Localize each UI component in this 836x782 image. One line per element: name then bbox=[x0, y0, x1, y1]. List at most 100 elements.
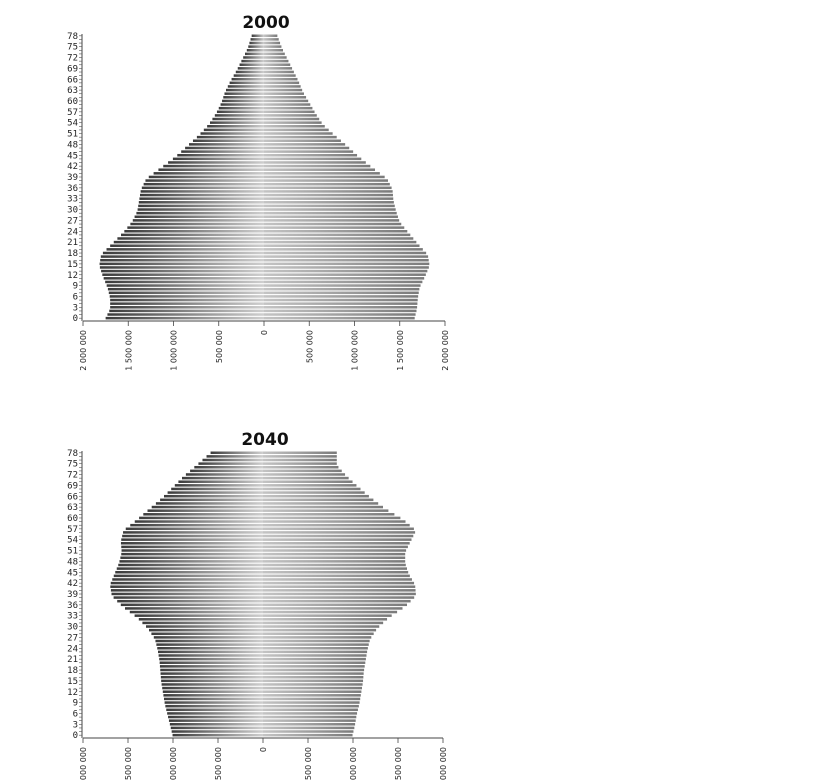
bar-left-age-10 bbox=[164, 697, 263, 701]
bar-right-age-20 bbox=[264, 244, 420, 247]
bar-left-age-77 bbox=[206, 455, 263, 458]
y-tick-label: 36 bbox=[67, 184, 78, 194]
panel-title: 2040 bbox=[241, 430, 288, 450]
bar-left-age-43 bbox=[112, 578, 263, 581]
bar-right-age-23 bbox=[263, 650, 368, 654]
bar-right-age-64 bbox=[263, 502, 379, 505]
bar-left-age-32 bbox=[138, 201, 264, 204]
bar-left-age-3 bbox=[110, 306, 265, 309]
bar-left-age-66 bbox=[231, 77, 264, 81]
bar-left-age-78 bbox=[251, 34, 264, 38]
bar-right-age-9 bbox=[264, 284, 421, 287]
bar-left-age-8 bbox=[165, 704, 263, 708]
bar-left-age-32 bbox=[138, 618, 263, 621]
bar-left-age-69 bbox=[237, 67, 264, 70]
y-tick-label: 63 bbox=[67, 503, 78, 513]
bar-right-age-34 bbox=[264, 193, 393, 197]
x-tick-label: 1 500 000 bbox=[124, 747, 133, 782]
bar-left-age-35 bbox=[140, 190, 264, 193]
bar-left-age-27 bbox=[132, 219, 264, 222]
bar-left-age-40 bbox=[153, 172, 264, 175]
bar-left-age-9 bbox=[164, 701, 263, 704]
bar-right-age-17 bbox=[263, 672, 364, 675]
y-tick-label: 30 bbox=[67, 206, 78, 216]
y-tick-label: 0 bbox=[73, 731, 78, 741]
y-tick-label: 51 bbox=[67, 547, 78, 557]
x-tick-label: 2 000 000 bbox=[441, 330, 450, 371]
bar-left-age-75 bbox=[248, 45, 264, 48]
bar-left-age-58 bbox=[130, 523, 263, 527]
bar-left-age-65 bbox=[160, 498, 263, 502]
bar-right-age-67 bbox=[264, 74, 296, 77]
bar-right-age-76 bbox=[264, 41, 281, 45]
y-tick-label: 3 bbox=[73, 303, 78, 313]
bar-right-age-29 bbox=[263, 628, 377, 632]
bar-left-age-51 bbox=[121, 549, 263, 552]
y-tick-label: 72 bbox=[67, 54, 78, 64]
bar-right-age-22 bbox=[264, 237, 414, 240]
bar-left-age-43 bbox=[168, 161, 264, 164]
bar-left-age-53 bbox=[207, 125, 264, 128]
bar-left-age-76 bbox=[202, 458, 263, 462]
y-tick-label: 39 bbox=[67, 173, 78, 183]
bar-right-age-16 bbox=[263, 675, 364, 679]
bar-left-age-5 bbox=[110, 298, 265, 302]
y-tick-label: 54 bbox=[67, 536, 78, 546]
bar-right-age-69 bbox=[264, 67, 293, 70]
bar-right-age-31 bbox=[263, 621, 384, 625]
bar-right-age-48 bbox=[264, 143, 346, 146]
bar-right-age-32 bbox=[264, 201, 394, 204]
bar-left-age-61 bbox=[223, 96, 264, 99]
y-tick-label: 15 bbox=[67, 260, 78, 270]
bar-right-age-44 bbox=[264, 157, 362, 161]
bar-left-age-18 bbox=[102, 251, 264, 255]
bar-right-age-72 bbox=[263, 473, 346, 476]
bar-left-age-36 bbox=[141, 186, 264, 190]
bar-left-age-21 bbox=[159, 657, 263, 661]
bar-left-age-74 bbox=[194, 465, 263, 469]
bar-right-age-19 bbox=[263, 665, 365, 668]
bar-left-age-2 bbox=[109, 309, 264, 313]
y-tick-label: 18 bbox=[67, 666, 78, 676]
bar-right-age-58 bbox=[264, 106, 313, 110]
bar-left-age-39 bbox=[148, 175, 264, 179]
bar-right-age-19 bbox=[264, 248, 423, 251]
bar-right-age-59 bbox=[263, 520, 406, 523]
bar-left-age-6 bbox=[109, 295, 264, 298]
bar-left-age-24 bbox=[157, 646, 263, 650]
bar-right-age-9 bbox=[263, 701, 360, 704]
y-tick-label: 45 bbox=[67, 568, 78, 578]
bar-right-age-5 bbox=[263, 715, 357, 719]
bar-left-age-42 bbox=[163, 164, 264, 168]
bar-left-age-26 bbox=[130, 222, 264, 226]
y-tick-label: 36 bbox=[67, 601, 78, 611]
bar-right-age-12 bbox=[263, 690, 362, 693]
bar-left-age-22 bbox=[117, 237, 264, 240]
bar-left-age-54 bbox=[210, 121, 264, 124]
bar-right-age-10 bbox=[264, 280, 423, 284]
x-tick-label: 1 000 000 bbox=[169, 747, 178, 782]
bar-right-age-65 bbox=[264, 81, 300, 85]
bar-right-age-62 bbox=[263, 509, 389, 512]
bar-right-age-25 bbox=[264, 226, 405, 229]
pyramid-panel-2000: 2000036912151821242730333639424548515457… bbox=[67, 13, 450, 371]
bar-left-age-73 bbox=[245, 52, 264, 56]
y-tick-label: 54 bbox=[67, 119, 78, 129]
bar-right-age-13 bbox=[263, 686, 362, 690]
bar-right-age-7 bbox=[264, 291, 419, 295]
bar-left-age-14 bbox=[161, 683, 263, 686]
bar-right-age-77 bbox=[263, 455, 337, 458]
bar-left-age-57 bbox=[216, 110, 264, 114]
bar-left-age-47 bbox=[185, 146, 264, 150]
bar-right-age-25 bbox=[263, 643, 369, 646]
bar-left-age-37 bbox=[117, 599, 263, 603]
bar-left-age-29 bbox=[136, 211, 264, 215]
bar-left-age-66 bbox=[164, 494, 263, 498]
bar-left-age-28 bbox=[134, 215, 264, 219]
bar-right-age-74 bbox=[263, 465, 339, 469]
bar-right-age-28 bbox=[263, 632, 374, 636]
bar-left-age-13 bbox=[162, 686, 263, 690]
bar-right-age-32 bbox=[263, 618, 388, 621]
bar-right-age-70 bbox=[264, 63, 291, 66]
bar-right-age-11 bbox=[263, 694, 361, 697]
